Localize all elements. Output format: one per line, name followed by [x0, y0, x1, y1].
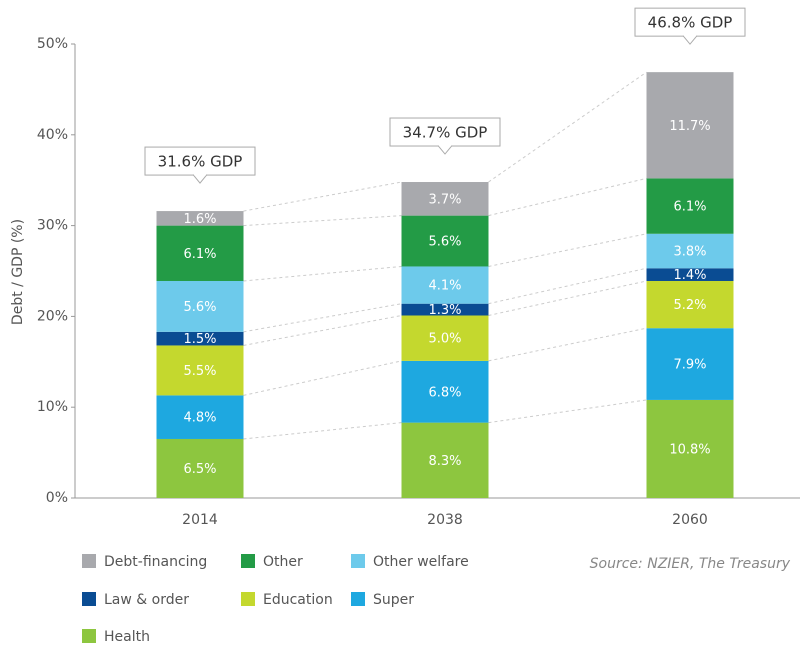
value-label: 5.5%: [183, 364, 216, 379]
value-label: 6.1%: [673, 200, 706, 215]
annotation-box: [389, 117, 501, 147]
value-label: 6.1%: [183, 247, 216, 262]
bar-segment: [156, 225, 244, 281]
y-tick-label: 40%: [37, 127, 68, 143]
connector: [488, 71, 647, 183]
bar-segment: [401, 360, 489, 423]
bar-segment: [646, 72, 734, 179]
bar-segment: [156, 438, 244, 498]
connector: [488, 267, 647, 305]
legend-label: Education: [263, 592, 333, 608]
value-label: 1.5%: [183, 332, 216, 347]
annotation: 31.6% GDP: [158, 153, 243, 171]
value-label: 8.3%: [428, 454, 461, 469]
source: Source: NZIER, The Treasury: [590, 556, 791, 572]
legend-swatch: [82, 554, 96, 568]
legend-swatch: [351, 554, 365, 568]
x-tick-label: 2038: [427, 512, 463, 528]
annotation-pointer: [192, 174, 208, 184]
connector: [243, 303, 402, 333]
legend-label: Debt-financing: [104, 554, 207, 570]
bar-segment: [646, 399, 734, 498]
value-label: 4.8%: [183, 411, 216, 426]
connector: [243, 181, 402, 212]
legend-swatch: [82, 592, 96, 606]
connector: [488, 177, 647, 217]
x-tick-label: 2014: [182, 512, 218, 528]
value-label: 5.0%: [428, 332, 461, 347]
annotation-pointer: [682, 35, 698, 45]
bar-segment: [401, 215, 489, 267]
value-label: 3.7%: [428, 192, 461, 207]
annotation: 34.7% GDP: [403, 124, 488, 142]
legend-label: Other welfare: [373, 554, 469, 570]
value-label: 1.6%: [183, 212, 216, 227]
bar-segment: [646, 328, 734, 400]
connector: [488, 399, 647, 424]
connector: [243, 265, 402, 282]
bar-segment: [646, 233, 734, 269]
value-label: 10.8%: [669, 442, 710, 457]
connector: [243, 215, 402, 227]
y-tick-label: 50%: [37, 36, 68, 52]
y-axis-label: Debt / GDP (%): [10, 219, 26, 325]
annotation: 46.8% GDP: [648, 14, 733, 32]
value-label: 1.4%: [673, 268, 706, 283]
bar-segment: [401, 303, 489, 316]
connector: [488, 233, 647, 267]
bar-segment: [401, 422, 489, 498]
connector: [488, 280, 647, 316]
legend-swatch: [241, 592, 255, 606]
bar-segment: [646, 280, 734, 329]
value-label: 5.2%: [673, 298, 706, 313]
y-tick-label: 0%: [46, 490, 68, 506]
legend-swatch: [82, 629, 96, 643]
annotation-pointer: [437, 145, 453, 155]
value-label: 6.8%: [428, 385, 461, 400]
x-tick-label: 2060: [672, 512, 708, 528]
value-label: 7.9%: [673, 358, 706, 373]
bar-segment: [156, 211, 244, 226]
bar-segment: [401, 315, 489, 361]
bar-segment: [156, 280, 244, 332]
bar-segment: [401, 182, 489, 216]
value-label: 11.7%: [669, 119, 710, 134]
connector: [243, 315, 402, 346]
value-label: 5.6%: [183, 300, 216, 315]
legend-label: Other: [263, 554, 303, 570]
connector: [488, 327, 647, 362]
legend-label: Law & order: [104, 592, 189, 608]
legend-label: Health: [104, 629, 150, 645]
bar-segment: [401, 266, 489, 304]
y-tick-label: 20%: [37, 308, 68, 324]
y-tick-label: 10%: [37, 399, 68, 415]
bar-segment: [156, 345, 244, 396]
connector: [243, 360, 402, 396]
connector: [243, 422, 402, 440]
legend-swatch: [351, 592, 365, 606]
value-label: 1.3%: [428, 303, 461, 318]
bar-segment: [646, 268, 734, 281]
value-label: 4.1%: [428, 279, 461, 294]
value-label: 6.5%: [183, 462, 216, 477]
value-label: 5.6%: [428, 235, 461, 250]
bar-segment: [156, 395, 244, 439]
y-tick-label: 30%: [37, 218, 68, 234]
legend-label: Super: [373, 592, 414, 608]
bar-segment: [646, 178, 734, 234]
legend-swatch: [241, 554, 255, 568]
bar-segment: [156, 331, 244, 346]
value-label: 3.8%: [673, 245, 706, 260]
